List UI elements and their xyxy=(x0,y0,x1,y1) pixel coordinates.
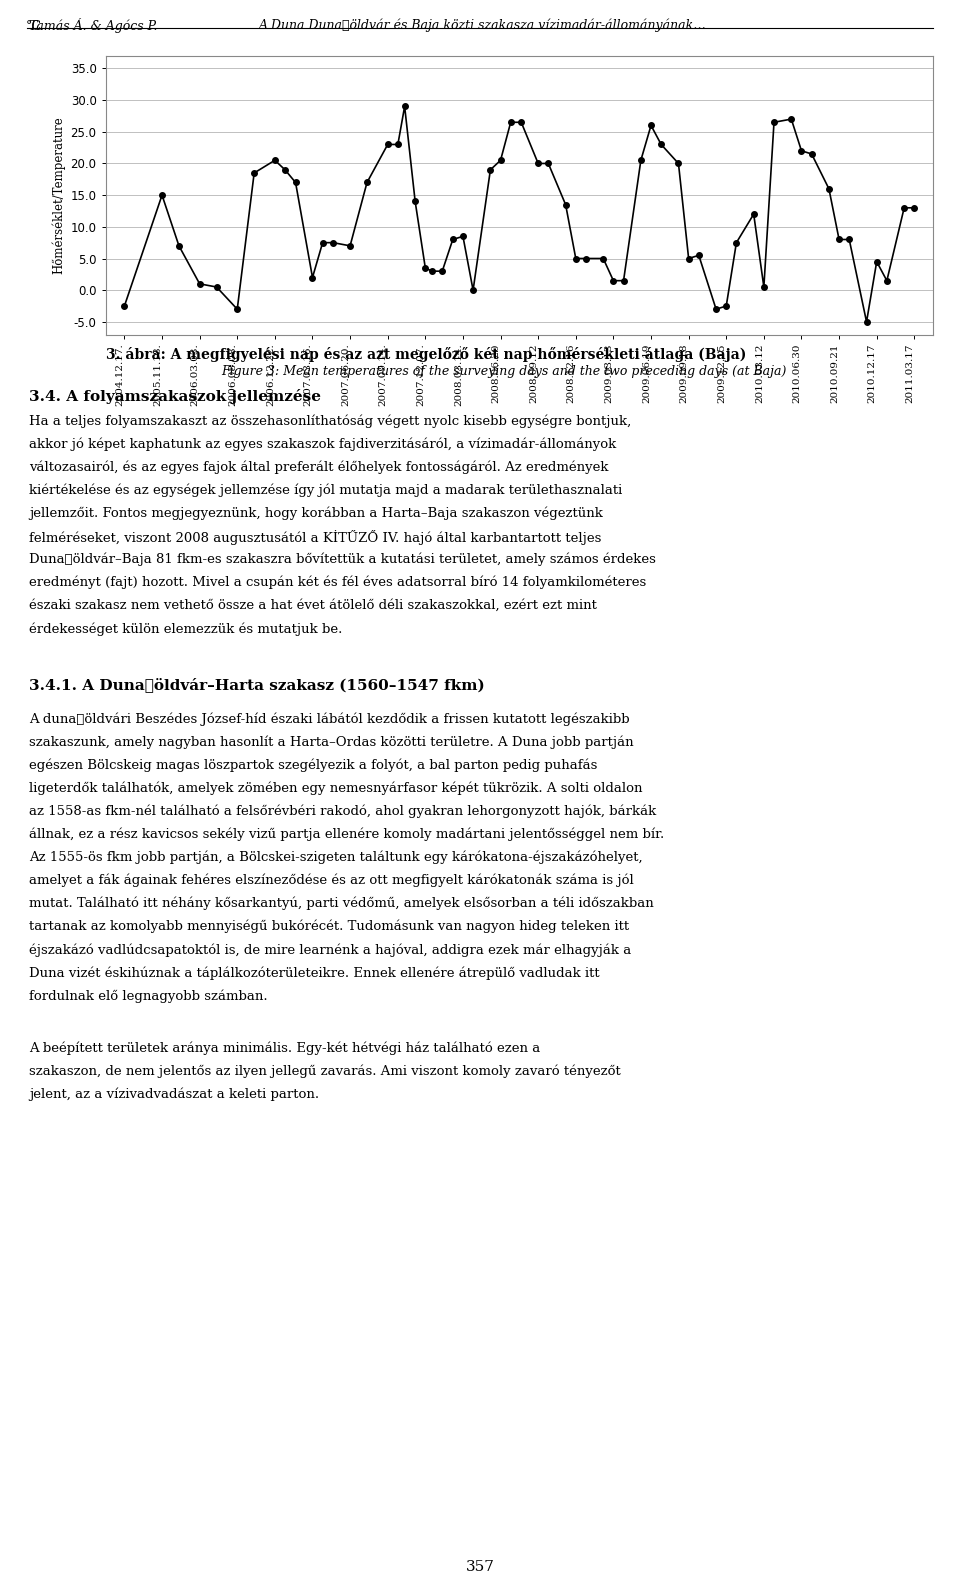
Text: 357: 357 xyxy=(466,1560,494,1574)
Text: Dunaفöldvár–Baja 81 fkm-es szakaszra bővítettük a kutatási területet, amely szám: Dunaفöldvár–Baja 81 fkm-es szakaszra bőv… xyxy=(29,553,656,566)
Text: szakaszon, de nem jelentős az ilyen jellegű zavarás. Ami viszont komoly zavaró t: szakaszon, de nem jelentős az ilyen jell… xyxy=(29,1064,620,1077)
Text: Ha a teljes folyamszakaszt az összehasonlíthatóság végett nyolc kisebb egységre : Ha a teljes folyamszakaszt az összehason… xyxy=(29,414,631,427)
Text: jellemzőit. Fontos megjegyeznünk, hogy korábban a Harta–Baja szakaszon végeztünk: jellemzőit. Fontos megjegyeznünk, hogy k… xyxy=(29,507,603,519)
Text: A beépített területek aránya minimális. Egy-két hétvégi ház található ezen a: A beépített területek aránya minimális. … xyxy=(29,1042,540,1055)
Text: Duna vizét éskihúznak a táplálkozóterületeikre. Ennek ellenére átrepülő vadludak: Duna vizét éskihúznak a táplálkozóterüle… xyxy=(29,965,599,980)
Text: felméréseket, viszont 2008 augusztusától a KİTŰZŐ IV. hajó által karbantartott t: felméréseket, viszont 2008 augusztusától… xyxy=(29,529,601,545)
Text: eredményt (fajt) hozott. Mivel a csupán két és fél éves adatsorral bíró 14 folya: eredményt (fajt) hozott. Mivel a csupán … xyxy=(29,575,646,589)
Text: amelyet a fák ágainak fehéres elszíneződése és az ott megfigyelt kárókatonák szá: amelyet a fák ágainak fehéres elszíneződ… xyxy=(29,875,634,887)
Text: kiértékelése és az egységek jellemzése így jól mutatja majd a madarak területhas: kiértékelése és az egységek jellemzése í… xyxy=(29,484,622,497)
Text: egészen Bölcskeig magas löszpartok szegélyezik a folyót, a bal parton pedig puha: egészen Bölcskeig magas löszpartok szegé… xyxy=(29,758,597,771)
Text: jelent, az a vízivadvadászat a keleti parton.: jelent, az a vízivadvadászat a keleti pa… xyxy=(29,1088,319,1101)
Text: állnak, ez a rész kavicsos sekély vizű partja ellenére komoly madártani jelentős: állnak, ez a rész kavicsos sekély vizű p… xyxy=(29,828,664,841)
Text: 3. ábra: A megfigyelési nap és az azt megelőző két nap hőmérsékleti átlaga (Baja: 3. ábra: A megfigyelési nap és az azt me… xyxy=(106,347,746,362)
Text: 3.4. A folyamszakaszok jellemzése: 3.4. A folyamszakaszok jellemzése xyxy=(29,389,321,403)
Text: 3.4.1. A Dunaفöldvár–Harta szakasz (1560–1547 fkm): 3.4.1. A Dunaفöldvár–Harta szakasz (1560… xyxy=(29,677,485,691)
Text: Tamás Á. & Agócs P.: Tamás Á. & Agócs P. xyxy=(29,18,157,33)
Text: Az 1555-ös fkm jobb partján, a Bölcskei-szigeten találtunk egy kárókatona-éjszak: Az 1555-ös fkm jobb partján, a Bölcskei-… xyxy=(29,851,642,863)
Text: akkor jó képet kaphatunk az egyes szakaszok fajdiverzitásáról, a vízimadár-állom: akkor jó képet kaphatunk az egyes szakas… xyxy=(29,436,616,451)
Y-axis label: Hőmérséklet/Temperature: Hőmérséklet/Temperature xyxy=(52,116,65,274)
Text: szakaszunk, amely nagyban hasonlít a Harta–Ordas közötti területre. A Duna jobb : szakaszunk, amely nagyban hasonlít a Har… xyxy=(29,736,634,749)
Text: A dunaفöldvári Beszédes József-híd északi lábától kezdődik a frissen kutatott le: A dunaفöldvári Beszédes József-híd észak… xyxy=(29,712,630,725)
Text: °C: °C xyxy=(25,21,41,33)
Text: tartanak az komolyabb mennyiségű bukórécét. Tudomásunk van nagyon hideg teleken : tartanak az komolyabb mennyiségű bukóréc… xyxy=(29,921,629,933)
Text: éjszakázó vadlúdcsapatoktól is, de mire learnénk a hajóval, addigra ezek már elh: éjszakázó vadlúdcsapatoktól is, de mire … xyxy=(29,943,631,956)
Text: változasairól, és az egyes fajok által preferált élőhelyek fontosságáról. Az ere: változasairól, és az egyes fajok által p… xyxy=(29,460,609,473)
Text: fordulnak elő legnagyobb számban.: fordulnak elő legnagyobb számban. xyxy=(29,989,268,1002)
Text: Figure 3: Mean temperatures of the surveying days and the two preceding days (at: Figure 3: Mean temperatures of the surve… xyxy=(221,365,786,378)
Text: az 1558-as fkm-nél található a felsőrévbéri rakodó, ahol gyakran lehorgonyzott h: az 1558-as fkm-nél található a felsőrévb… xyxy=(29,804,656,817)
Text: ligeterdők találhatók, amelyek zömében egy nemesnyárfasor képét tükrözik. A solt: ligeterdők találhatók, amelyek zömében e… xyxy=(29,782,642,795)
Text: érdekességet külön elemezzük és mutatjuk be.: érdekességet külön elemezzük és mutatjuk… xyxy=(29,623,342,636)
Text: A Duna Dunaفöldvár és Baja közti szakasza vízimadár-állományának…: A Duna Dunaفöldvár és Baja közti szakasz… xyxy=(259,18,707,32)
Text: északi szakasz nem vethető össze a hat évet átölelő déli szakaszokkal, ezért ezt: északi szakasz nem vethető össze a hat é… xyxy=(29,599,597,612)
Text: mutat. Található itt néhány kősarkantyú, parti védőmű, amelyek elsősorban a téli: mutat. Található itt néhány kősarkantyú,… xyxy=(29,897,654,910)
